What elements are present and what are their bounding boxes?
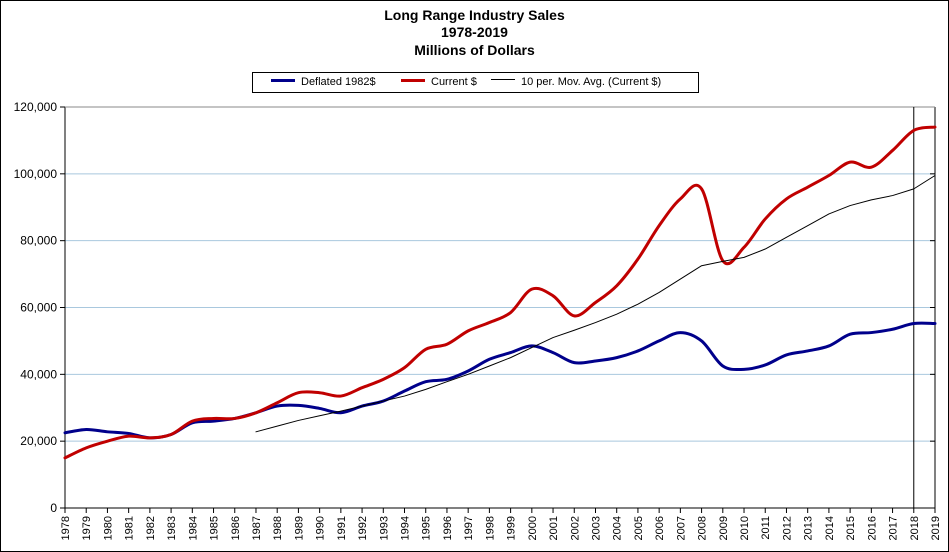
y-tick-label: 60,000 (20, 301, 57, 315)
x-tick-label: 2003 (590, 516, 602, 540)
x-tick-label: 1993 (378, 516, 390, 540)
x-tick-label: 1989 (293, 516, 305, 540)
x-tick-label: 1984 (187, 516, 199, 540)
x-tick-label: 2005 (633, 516, 645, 540)
x-tick-label: 1983 (166, 516, 178, 540)
x-tick-label: 1994 (400, 516, 412, 540)
legend-swatch-deflated (271, 79, 295, 82)
x-tick-label: 1981 (124, 516, 136, 540)
x-tick-label: 2004 (612, 516, 624, 540)
x-tick-label: 2015 (845, 516, 857, 540)
x-tick-label: 1988 (272, 516, 284, 540)
series-deflated-1982 (63, 321, 937, 440)
legend: Deflated 1982$ Current $ 10 per. Mov. Av… (252, 72, 699, 93)
x-tick-label: 1991 (336, 516, 348, 540)
x-tick-label: 1979 (81, 516, 93, 540)
y-tick-label: 40,000 (20, 367, 57, 381)
x-tick-label: 2017 (888, 516, 900, 540)
x-tick-label: 1996 (442, 516, 454, 540)
legend-swatch-moving-avg (491, 79, 515, 80)
legend-label-current: Current $ (431, 76, 477, 88)
chart-subtitle-units: Millions of Dollars (414, 42, 535, 58)
x-tick-label: 1987 (251, 516, 263, 540)
x-tick-label: 2014 (824, 516, 836, 540)
x-tick-label: 2016 (866, 516, 878, 540)
x-tick-label: 2009 (718, 516, 730, 540)
y-tick-label: 100,000 (14, 167, 58, 181)
x-tick-label: 2011 (760, 516, 772, 540)
x-tick-label: 2007 (675, 516, 687, 540)
legend-label-moving-avg: 10 per. Mov. Avg. (Current $) (521, 76, 662, 88)
x-tick-label: 1992 (357, 516, 369, 540)
x-tick-label: 2019 (930, 516, 942, 540)
y-tick-label: 20,000 (20, 434, 57, 448)
x-tick-label: 1999 (506, 516, 518, 540)
x-tick-label: 1990 (315, 516, 327, 540)
chart-title: Long Range Industry Sales (384, 7, 565, 23)
x-tick-label: 1985 (209, 516, 221, 540)
y-tick-label: 80,000 (20, 234, 57, 248)
x-tick-label: 2018 (909, 516, 921, 540)
series-moving-average (255, 175, 936, 433)
legend-swatch-current (401, 79, 425, 82)
x-tick-label: 1997 (463, 516, 475, 540)
x-tick-label: 2000 (527, 516, 539, 540)
x-tick-label: 2008 (697, 516, 709, 540)
x-tick-label: 1980 (102, 516, 114, 540)
y-tick-label: 0 (50, 501, 57, 515)
legend-label-deflated: Deflated 1982$ (301, 76, 376, 88)
x-tick-label: 2001 (548, 516, 560, 540)
series-current-dollars (63, 125, 937, 460)
x-tick-label: 1982 (145, 516, 157, 540)
x-tick-label: 2002 (569, 516, 581, 540)
x-tick-label: 2010 (739, 516, 751, 540)
x-tick-label: 1978 (60, 516, 72, 540)
x-tick-label: 2006 (654, 516, 666, 540)
x-tick-label: 2012 (781, 516, 793, 540)
x-tick-label: 2013 (803, 516, 815, 540)
x-tick-label: 1995 (421, 516, 433, 540)
x-tick-label: 1998 (484, 516, 496, 540)
y-tick-label: 120,000 (14, 100, 58, 114)
x-tick-label: 1986 (230, 516, 242, 540)
chart-subtitle-years: 1978-2019 (441, 24, 508, 40)
